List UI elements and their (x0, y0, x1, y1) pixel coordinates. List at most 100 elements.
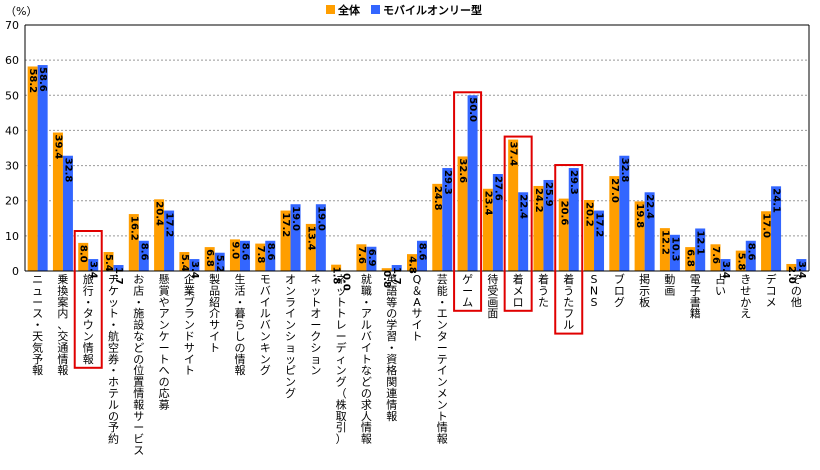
value-label-mobile-only: 19.0 (290, 206, 301, 231)
value-label-overall: 6.8 (685, 249, 696, 267)
value-label-mobile-only: 0.0 (341, 273, 352, 291)
value-label-mobile-only: 3.4 (796, 261, 807, 279)
legend-swatch-overall (326, 5, 335, 14)
category-label: オンラインショッピング (285, 273, 296, 400)
value-label-mobile-only: 58.6 (37, 67, 48, 92)
value-label-mobile-only: 50.0 (467, 97, 478, 122)
bar-mobile-only (113, 265, 124, 271)
bar-overall (533, 185, 544, 271)
bar-mobile-only (88, 259, 99, 271)
value-label-overall: 20.6 (558, 201, 569, 226)
bar-overall (584, 200, 595, 271)
value-label-mobile-only: 10.3 (669, 237, 680, 262)
bar-overall (685, 247, 696, 271)
value-label-mobile-only: 3.4 (189, 261, 200, 279)
value-label-mobile-only: 27.6 (492, 176, 503, 201)
bar-mobile-only (720, 259, 731, 271)
value-label-overall: 24.2 (533, 188, 544, 213)
category-label: 旅行・タウン情報 (83, 272, 94, 366)
bar-overall (710, 244, 721, 271)
legend-swatch-mobile-only (371, 5, 380, 14)
value-label-mobile-only: 8.6 (138, 243, 149, 261)
bar-mobile-only (239, 240, 250, 271)
highlight-box (554, 164, 584, 335)
category-label: モバイルバンキング (260, 273, 271, 377)
value-label-overall: 12.2 (659, 230, 670, 255)
bar-overall (432, 183, 443, 271)
category-label: ゲーム (462, 273, 473, 309)
category-label: その他 (791, 273, 802, 309)
bar-mobile-only (391, 265, 402, 271)
bar-mobile-only (442, 168, 453, 271)
bar-mobile-only (37, 65, 48, 271)
value-label-overall: 7.6 (356, 246, 367, 264)
category-label: デコメ (766, 272, 777, 309)
category-label: ネットオークション (310, 273, 321, 377)
value-label-overall: 2.0 (786, 266, 797, 284)
value-label-overall: 17.0 (761, 213, 772, 238)
bar-overall (457, 156, 468, 271)
bar-mobile-only (492, 174, 503, 271)
bar-mobile-only (189, 259, 200, 271)
value-label-mobile-only: 17.2 (594, 213, 605, 238)
bar-overall (634, 201, 645, 271)
bar-overall (331, 264, 342, 271)
legend-label-overall: 全体 (337, 3, 361, 17)
category-label: 着メロ (513, 272, 524, 309)
bar-overall (27, 66, 38, 272)
value-label-overall: 9.0 (229, 241, 240, 259)
bar-mobile-only (796, 259, 807, 271)
bar-overall (482, 188, 493, 271)
bar-overall (154, 199, 165, 271)
value-label-overall: 6.8 (204, 249, 215, 267)
value-label-mobile-only: 8.6 (239, 243, 250, 261)
value-label-overall: 5.4 (103, 254, 114, 272)
bar-overall (558, 198, 569, 271)
y-tick-label: 30 (5, 160, 19, 173)
bar-mobile-only (265, 240, 276, 271)
category-label: 製品紹介サイト (209, 272, 220, 354)
value-label-mobile-only: 29.3 (568, 170, 579, 195)
legend-label-mobile-only: モバイルオンリー型 (383, 3, 482, 17)
bar-overall (786, 263, 797, 271)
value-label-mobile-only: 32.8 (619, 158, 630, 183)
bar-mobile-only (771, 186, 782, 271)
y-tick-label: 60 (5, 54, 19, 67)
value-label-mobile-only: 29.3 (442, 170, 453, 195)
bar-mobile-only (669, 234, 680, 271)
category-label: チケット・航空券・ホテルの予約 (108, 273, 119, 446)
bar-mobile-only (467, 95, 478, 272)
category-label: 占い (715, 272, 726, 297)
highlight-box (453, 91, 483, 312)
bar-overall (103, 252, 114, 271)
category-label: 生活・暮らしの情報 (234, 272, 245, 377)
bar-overall (407, 254, 417, 271)
bar-mobile-only (315, 204, 326, 271)
value-label-mobile-only: 17.2 (164, 213, 175, 238)
value-label-mobile-only: 25.9 (543, 182, 554, 207)
bar-mobile-only (644, 192, 655, 271)
bar-overall (128, 214, 139, 271)
value-label-mobile-only: 3.4 (720, 261, 731, 279)
value-label-overall: 7.8 (255, 246, 266, 264)
highlight-box (73, 230, 103, 369)
bar-mobile-only (745, 240, 756, 271)
category-label: ネットトレーディング（株取引） (336, 273, 347, 446)
bar-overall (305, 223, 316, 271)
bar-overall (508, 139, 519, 271)
bar-overall (761, 211, 772, 271)
category-label: 着うた (538, 272, 549, 309)
y-tick-label: 20 (5, 195, 19, 208)
category-label: 乗換案内、交通情報 (57, 273, 68, 377)
y-tick-label: 50 (5, 89, 19, 102)
bar-mobile-only (366, 246, 377, 271)
bar-overall (280, 210, 291, 271)
bar-mobile-only (62, 155, 73, 271)
bar-mobile-only (417, 240, 427, 271)
bar-mobile-only (695, 228, 706, 271)
value-label-overall: 13.4 (305, 226, 316, 251)
value-label-mobile-only: 8.6 (417, 243, 428, 261)
value-label-mobile-only: 24.1 (771, 188, 782, 213)
value-label-mobile-only: 22.4 (644, 194, 655, 219)
